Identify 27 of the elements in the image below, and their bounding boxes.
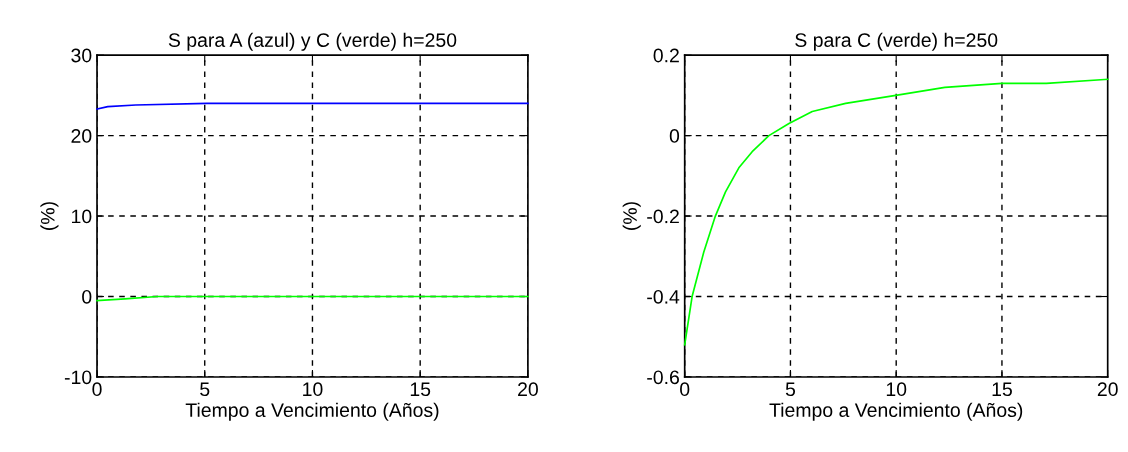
y-tick-label: -0.4 xyxy=(647,289,680,304)
y-tick-label: 10 xyxy=(72,209,92,224)
y-axis-title: (%) xyxy=(40,202,59,230)
y-axis-title: (%) xyxy=(622,202,641,230)
x-tick-label: 5 xyxy=(785,382,796,397)
y-tick-label: -0.2 xyxy=(647,209,679,224)
y-tick-label: 0 xyxy=(82,289,92,304)
x-tick-label: 0 xyxy=(92,382,102,397)
x-axis-title: Tiempo a Vencimiento (Años) xyxy=(769,402,1023,421)
line-series xyxy=(683,78,1109,346)
x-tick-label: 10 xyxy=(886,382,907,397)
y-tick-label: -0.6 xyxy=(647,370,679,385)
x-tick-label: 0 xyxy=(680,382,690,397)
x-tick-label: 15 xyxy=(992,382,1012,397)
chart-title: S para C (verde) h=250 xyxy=(795,32,998,51)
y-tick-label: -10 xyxy=(64,370,92,385)
chart-title: S para A (azul) y C (verde) h=250 xyxy=(168,32,457,51)
y-tick-label: 0.2 xyxy=(653,48,679,63)
x-tick-label: 10 xyxy=(303,382,323,397)
x-tick-label: 5 xyxy=(200,382,210,397)
x-axis-title: Tiempo a Vencimiento (Años) xyxy=(185,402,439,421)
y-tick-label: 20 xyxy=(71,129,92,143)
x-tick-label: 20 xyxy=(1097,382,1118,397)
x-tick-label: 20 xyxy=(518,382,538,397)
y-tick-label: 0 xyxy=(669,129,680,143)
y-tick-label: 30 xyxy=(71,48,92,63)
x-tick-label: 15 xyxy=(410,382,431,397)
